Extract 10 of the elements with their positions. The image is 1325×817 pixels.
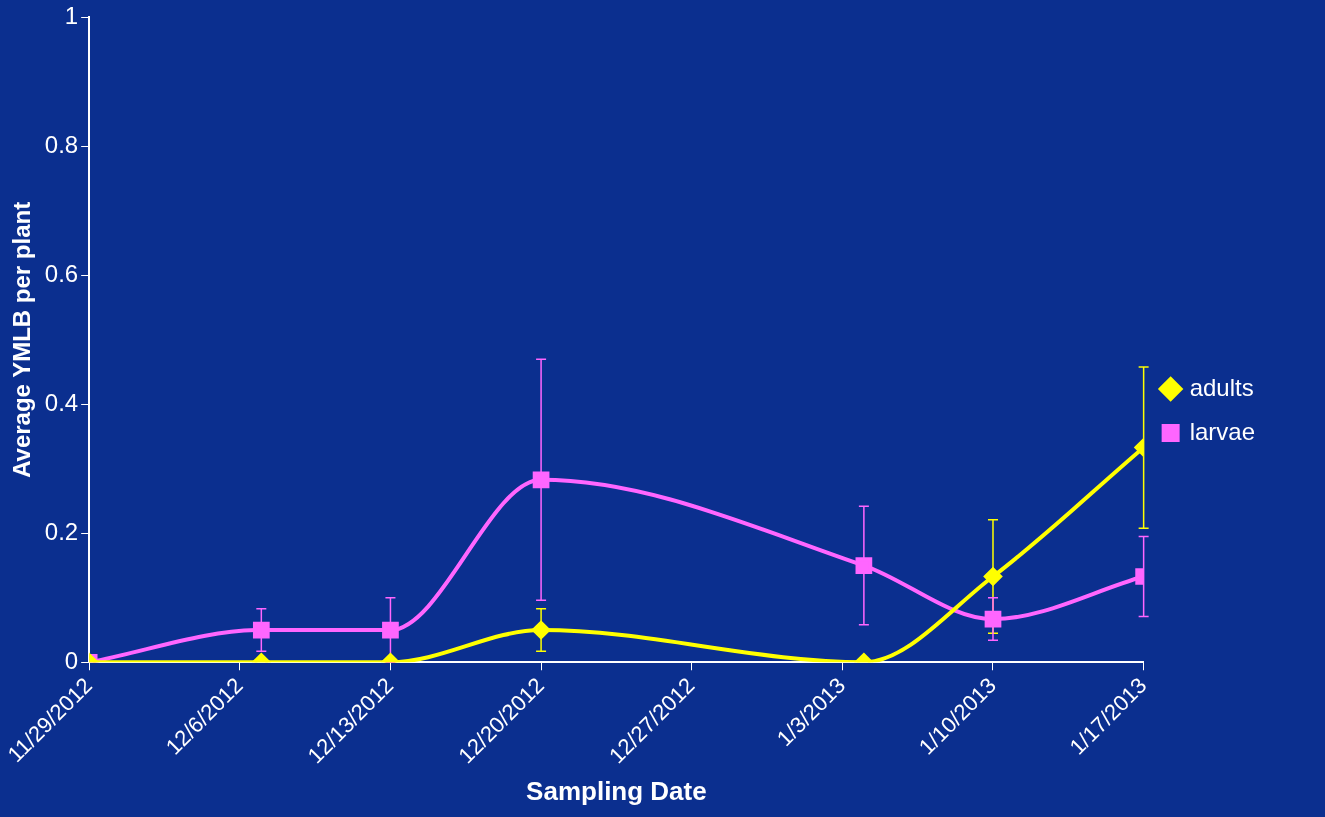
legend-label: larvae xyxy=(1189,417,1256,445)
y-tick-label: 0.2 xyxy=(44,517,79,545)
y-tick-label: 0.6 xyxy=(44,259,79,287)
y-tick-label: 0 xyxy=(64,646,79,674)
legend-label: adults xyxy=(1189,373,1254,401)
y-tick-label: 1 xyxy=(64,2,79,30)
y-tick-label: 0.8 xyxy=(44,131,79,158)
x-axis-title: Sampling Date xyxy=(526,775,707,806)
y-axis-title: Average YMLB per plant xyxy=(8,201,36,478)
y-tick-label: 0.4 xyxy=(44,388,79,416)
